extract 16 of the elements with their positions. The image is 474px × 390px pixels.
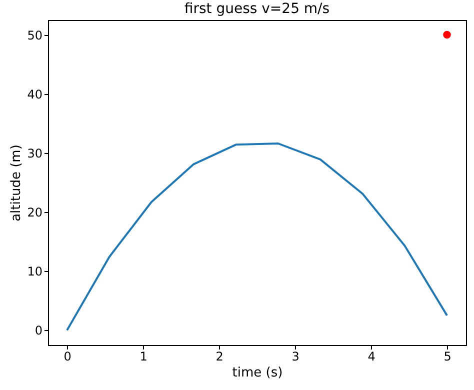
x-tick-label: 1 — [140, 350, 148, 364]
x-axis-title: time (s) — [232, 366, 283, 380]
line-series — [66, 142, 448, 332]
y-tick-label: 0 — [34, 324, 42, 338]
x-tick-label: 3 — [292, 350, 300, 364]
x-tick-label: 2 — [216, 350, 224, 364]
y-tick-label: 20 — [27, 206, 42, 220]
y-tick-label: 30 — [27, 146, 42, 160]
y-tick-label: 40 — [27, 87, 42, 102]
y-tick-label: 50 — [27, 28, 42, 42]
x-tick-label: 0 — [64, 350, 72, 364]
x-tick-label: 4 — [368, 350, 376, 364]
x-tick-label: 5 — [444, 350, 452, 364]
y-tick-label: 10 — [27, 264, 42, 279]
chart-title: first guess v=25 m/s — [184, 1, 330, 17]
y-axis-title: altitude (m) — [9, 144, 24, 222]
